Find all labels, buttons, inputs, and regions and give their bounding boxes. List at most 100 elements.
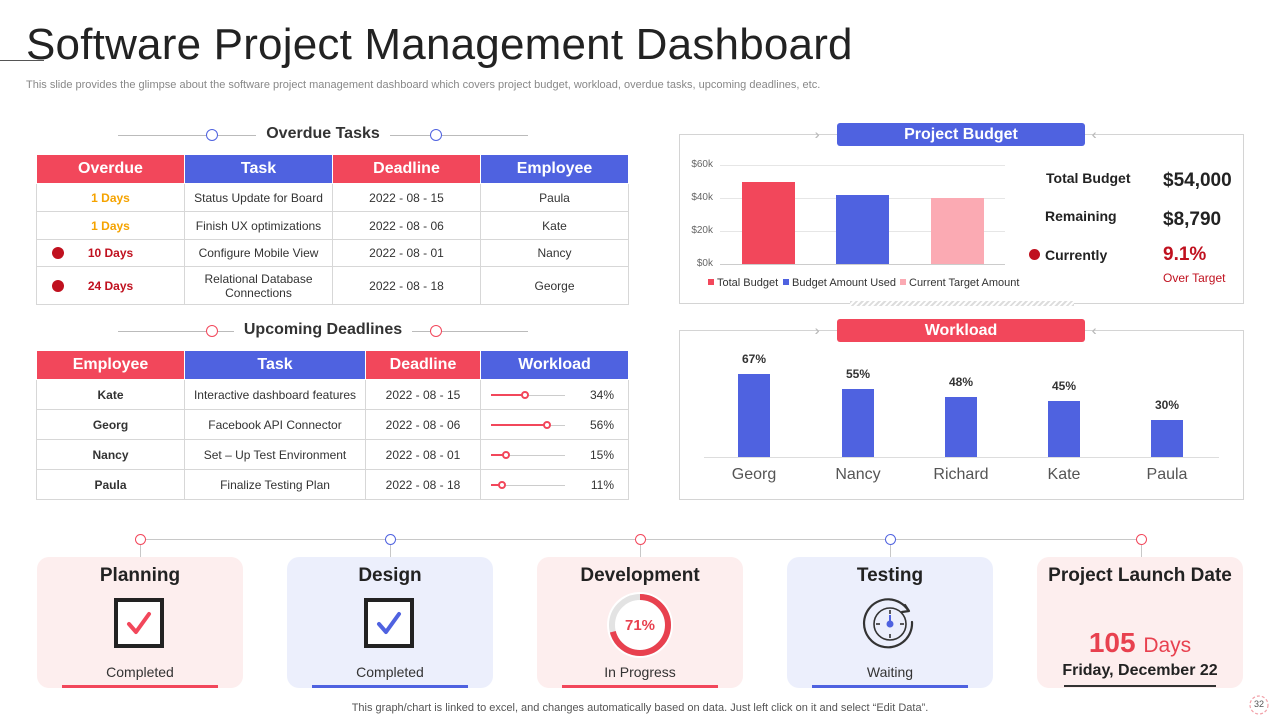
workload-slider-knob (520, 390, 529, 399)
x-axis-line (704, 457, 1219, 458)
timeline-node (635, 534, 646, 545)
employee-cell: Paula (480, 183, 629, 212)
workload-slider-knob (501, 450, 510, 459)
timeline-node (885, 534, 896, 545)
over-target-note: Over Target (1163, 271, 1226, 285)
upcoming-deadlines-title: Upcoming Deadlines (118, 321, 528, 339)
stage-status: Completed (106, 664, 174, 680)
workload-slider-fill (491, 453, 506, 456)
table-row: 1 Days Finish UX optimizations 2022 - 08… (36, 211, 629, 240)
workload-bar (738, 373, 770, 457)
table-row: Georg Facebook API Connector 2022 - 08 -… (36, 409, 629, 440)
stage-underline (812, 685, 968, 688)
workload-bar (1048, 401, 1080, 457)
table-row: Paula Finalize Testing Plan 2022 - 08 - … (36, 469, 629, 500)
task-cell: Set – Up Test Environment (184, 439, 366, 470)
legend-swatch (900, 279, 906, 285)
task-cell: Finish UX optimizations (184, 211, 333, 240)
footer-note: This graph/chart is linked to excel, and… (351, 702, 929, 714)
workload-title: Workload (837, 319, 1085, 342)
workload-percent: 56% (589, 417, 614, 432)
timeline-stem (640, 545, 641, 557)
workload-bar (1151, 419, 1183, 457)
launch-days-unit: Days (1143, 634, 1192, 657)
col-header-workload: Workload (480, 350, 629, 380)
stopwatch-icon (862, 598, 914, 649)
workload-slider-fill (491, 423, 547, 426)
heading-dot-icon (206, 325, 218, 337)
gridline (720, 165, 1005, 166)
overdue-days: 24 Days (87, 278, 134, 293)
table-row: Kate Interactive dashboard features 2022… (36, 379, 629, 410)
task-cell: Finalize Testing Plan (184, 469, 366, 500)
stage-card-planning: Planning Completed (37, 557, 243, 688)
launch-days-number: 105 (1088, 627, 1136, 658)
overdue-days: 1 Days (91, 190, 130, 205)
workload-data-label: 30% (1154, 397, 1180, 412)
y-tick-label: $40k (691, 192, 713, 203)
overdue-days: 10 Days (87, 246, 134, 260)
overdue-tasks-table: Overdue Task Deadline Employee 1 Days St… (36, 154, 629, 305)
timeline-stem (390, 545, 391, 557)
task-cell: Configure Mobile View (184, 239, 333, 267)
y-tick-label: $0k (696, 258, 713, 269)
x-axis-line (720, 264, 1005, 265)
workload-x-label: Nancy (835, 466, 881, 483)
workload-percent: 11% (590, 477, 614, 492)
overdue-days: 1 Days (91, 218, 130, 233)
deadline-cell: 2022 - 08 - 06 (365, 409, 481, 440)
task-cell: Facebook API Connector (184, 409, 366, 440)
timeline-stem (140, 545, 141, 557)
budget-bar-total (742, 181, 795, 264)
workload-chart: 67% 55% 48% 45% 30% Georg Nancy Richard … (680, 340, 1240, 495)
panel-hatch-decor (850, 301, 1074, 306)
total-budget-value: $54,000 (1163, 170, 1232, 191)
workload-x-label: Georg (731, 466, 777, 483)
stage-status: Waiting (866, 664, 914, 680)
legend-item-target: Current Target Amount (900, 277, 1019, 289)
y-tick-label: $60k (691, 159, 713, 170)
y-tick-label: $20k (691, 225, 713, 236)
legend-swatch (708, 279, 714, 285)
employee-cell: Nancy (480, 239, 629, 267)
progress-percent: 71% (625, 617, 655, 634)
legend-item-used: Budget Amount Used (783, 277, 896, 289)
currently-label: Currently (1045, 247, 1108, 263)
workload-slider (491, 480, 565, 489)
progress-ring-bg (607, 592, 673, 658)
deadline-cell: 2022 - 08 - 01 (365, 439, 481, 470)
col-header-deadline: Deadline (365, 350, 481, 380)
page-number-badge: 32 (1244, 692, 1274, 718)
page-subtitle: This slide provides the glimpse about th… (26, 79, 821, 91)
checkmark-icon (377, 612, 401, 634)
overdue-tasks-title: Overdue Tasks (118, 125, 528, 143)
workload-bar (945, 397, 977, 457)
col-header-task: Task (184, 154, 333, 184)
workload-data-label: 45% (1051, 379, 1077, 394)
currently-alert-icon (1029, 249, 1040, 260)
legend-swatch (783, 279, 789, 285)
page-number: 32 (1253, 699, 1264, 709)
heading-dot-icon (430, 129, 442, 141)
overdue-tasks-heading: Overdue Tasks (118, 125, 528, 145)
stage-underline (62, 685, 218, 688)
stage-underline (312, 685, 468, 688)
stage-title: Development (580, 565, 700, 586)
table-row: 1 Days Status Update for Board 2022 - 08… (36, 183, 629, 212)
checkmark-icon (127, 612, 151, 634)
workload-data-label: 55% (845, 366, 871, 381)
table-row: Nancy Set – Up Test Environment 2022 - 0… (36, 439, 629, 470)
deadline-cell: 2022 - 08 - 18 (365, 469, 481, 500)
remaining-value: $8,790 (1163, 209, 1222, 230)
stage-card-testing: Testing Waiting (787, 557, 993, 688)
stage-title: Design (358, 565, 422, 586)
stage-title: Testing (856, 565, 924, 586)
workload-slider (491, 420, 565, 429)
table-row: 10 Days Configure Mobile View 2022 - 08 … (36, 239, 629, 267)
employee-cell: Kate (480, 211, 629, 240)
col-header-deadline: Deadline (332, 154, 481, 184)
budget-chart: $60k $40k $20k $0k Total Budget Budget A… (680, 150, 1030, 300)
workload-percent: 15% (589, 447, 614, 462)
workload-x-label: Paula (1146, 466, 1188, 483)
project-budget-title: Project Budget (837, 123, 1085, 146)
